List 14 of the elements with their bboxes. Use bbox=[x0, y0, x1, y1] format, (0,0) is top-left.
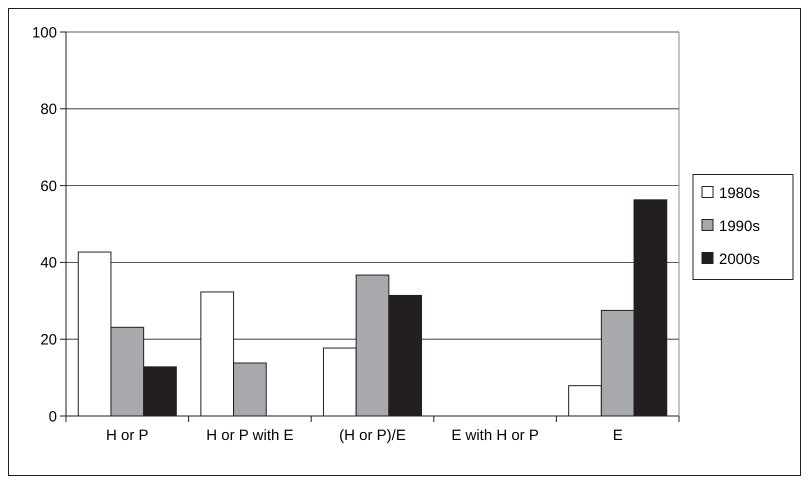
legend-label: 2000s bbox=[719, 250, 760, 268]
x-tick-label: (H or P)/E bbox=[339, 427, 406, 444]
y-tick-label: 100 bbox=[32, 24, 57, 42]
legend-label: 1990s bbox=[719, 218, 760, 235]
y-tick-label: 0 bbox=[48, 408, 57, 426]
x-tick-label: E bbox=[612, 427, 623, 444]
y-tick-label: 80 bbox=[40, 101, 57, 118]
y-tick-label: 60 bbox=[40, 178, 57, 195]
x-tick-label: E with H or P bbox=[451, 427, 539, 444]
legend-label: 1980s bbox=[719, 184, 760, 202]
y-tick-label: 20 bbox=[40, 331, 57, 348]
x-tick-label: H or P bbox=[106, 427, 149, 444]
x-tick-label: H or P with E bbox=[206, 427, 294, 444]
y-tick-label: 40 bbox=[40, 254, 57, 272]
